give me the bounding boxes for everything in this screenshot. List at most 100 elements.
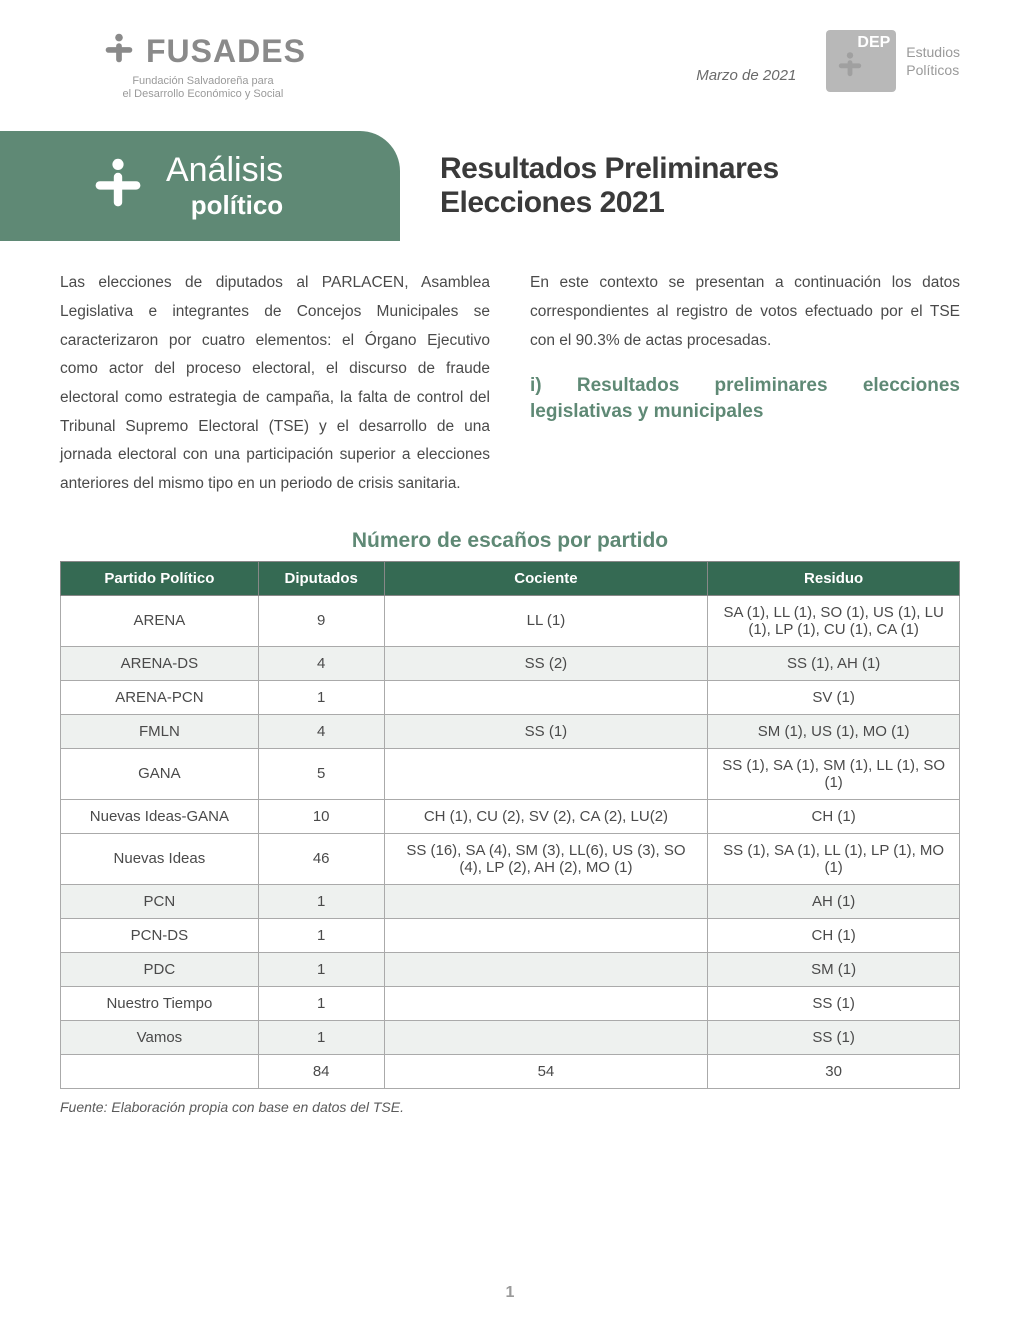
table-cell bbox=[61, 1054, 259, 1088]
fusades-logo-top: FUSADES bbox=[100, 30, 306, 73]
page-number: 1 bbox=[506, 1284, 515, 1302]
analysis-banner: Análisis político bbox=[0, 131, 400, 241]
table-cell: 46 bbox=[258, 833, 384, 884]
table-cell: SM (1), US (1), MO (1) bbox=[708, 714, 960, 748]
table-cell: SS (2) bbox=[384, 646, 708, 680]
table-row: FMLN4SS (1)SM (1), US (1), MO (1) bbox=[61, 714, 960, 748]
table-cell: SS (1) bbox=[708, 986, 960, 1020]
table-cell: SA (1), LL (1), SO (1), US (1), LU (1), … bbox=[708, 595, 960, 646]
table-cell: 1 bbox=[258, 952, 384, 986]
table-source: Fuente: Elaboración propia con base en d… bbox=[60, 1099, 960, 1115]
publication-date: Marzo de 2021 bbox=[696, 67, 796, 84]
table-cell: AH (1) bbox=[708, 884, 960, 918]
fusades-logo: FUSADES Fundación Salvadoreña para el De… bbox=[100, 30, 306, 101]
table-header-cell: Partido Político bbox=[61, 561, 259, 595]
table-header-cell: Residuo bbox=[708, 561, 960, 595]
table-row: PCN1 AH (1) bbox=[61, 884, 960, 918]
table-header-row: Partido PolíticoDiputadosCocienteResiduo bbox=[61, 561, 960, 595]
table-row: PDC1 SM (1) bbox=[61, 952, 960, 986]
table-cell: 54 bbox=[384, 1054, 708, 1088]
right-column: En este contexto se presentan a continua… bbox=[530, 269, 960, 498]
table-row: ARENA9LL (1)SA (1), LL (1), SO (1), US (… bbox=[61, 595, 960, 646]
table-cell: Vamos bbox=[61, 1020, 259, 1054]
table-cell: 4 bbox=[258, 646, 384, 680]
body-columns: Las elecciones de diputados al PARLACEN,… bbox=[60, 269, 960, 498]
table-cell: 1 bbox=[258, 884, 384, 918]
table-header-cell: Cociente bbox=[384, 561, 708, 595]
banner-text: Análisis político bbox=[166, 151, 283, 221]
dep-logo: DEP Estudios Políticos bbox=[826, 30, 960, 92]
table-cell: CH (1) bbox=[708, 918, 960, 952]
seats-table: Partido PolíticoDiputadosCocienteResiduo… bbox=[60, 561, 960, 1089]
table-cell bbox=[384, 952, 708, 986]
table-cell: SS (1), AH (1) bbox=[708, 646, 960, 680]
section-subheading: i) Resultados preliminares elecciones le… bbox=[530, 373, 960, 424]
table-row: Nuevas Ideas46SS (16), SA (4), SM (3), L… bbox=[61, 833, 960, 884]
table-cell: CH (1), CU (2), SV (2), CA (2), LU(2) bbox=[384, 799, 708, 833]
table-cell: 4 bbox=[258, 714, 384, 748]
banner-line2: político bbox=[166, 190, 283, 221]
banner-row: Análisis político Resultados Preliminare… bbox=[60, 131, 960, 241]
right-paragraph: En este contexto se presentan a continua… bbox=[530, 269, 960, 355]
table-row: GANA5SS (1), SA (1), SM (1), LL (1), SO … bbox=[61, 748, 960, 799]
table-header-cell: Diputados bbox=[258, 561, 384, 595]
table-row: 845430 bbox=[61, 1054, 960, 1088]
table-cell: ARENA-DS bbox=[61, 646, 259, 680]
dep-box: DEP bbox=[826, 30, 896, 92]
table-cell: ARENA bbox=[61, 595, 259, 646]
title-line2: Elecciones 2021 bbox=[440, 186, 664, 219]
table-cell: 30 bbox=[708, 1054, 960, 1088]
table-cell: 1 bbox=[258, 986, 384, 1020]
org-subtitle: Fundación Salvadoreña para el Desarrollo… bbox=[123, 75, 284, 101]
table-cell: Nuevas Ideas-GANA bbox=[61, 799, 259, 833]
table-cell: 1 bbox=[258, 680, 384, 714]
table-cell bbox=[384, 918, 708, 952]
table-row: ARENA-PCN1 SV (1) bbox=[61, 680, 960, 714]
table-cell: 84 bbox=[258, 1054, 384, 1088]
table-cell: ARENA-PCN bbox=[61, 680, 259, 714]
dep-side-text: Estudios Políticos bbox=[906, 43, 960, 79]
table-cell: SM (1) bbox=[708, 952, 960, 986]
org-sub-line1: Fundación Salvadoreña para bbox=[132, 75, 273, 87]
org-sub-line2: el Desarrollo Económico y Social bbox=[123, 88, 284, 100]
table-row: Vamos1SS (1) bbox=[61, 1020, 960, 1054]
main-title: Resultados Preliminares Elecciones 2021 bbox=[440, 152, 960, 221]
dep-side-line1: Estudios bbox=[906, 44, 960, 60]
table-cell: SV (1) bbox=[708, 680, 960, 714]
header-right: Marzo de 2021 DEP Estudios Políticos bbox=[696, 30, 960, 92]
table-cell bbox=[384, 748, 708, 799]
table-cell: Nuestro Tiempo bbox=[61, 986, 259, 1020]
table-cell: SS (1), SA (1), SM (1), LL (1), SO (1) bbox=[708, 748, 960, 799]
table-cell: SS (1) bbox=[384, 714, 708, 748]
table-cell: SS (1), SA (1), LL (1), LP (1), MO (1) bbox=[708, 833, 960, 884]
table-cell: Nuevas Ideas bbox=[61, 833, 259, 884]
title-block: Resultados Preliminares Elecciones 2021 bbox=[440, 131, 960, 241]
table-cell bbox=[384, 680, 708, 714]
table-title: Número de escaños por partido bbox=[60, 529, 960, 553]
table-cell: SS (16), SA (4), SM (3), LL(6), US (3), … bbox=[384, 833, 708, 884]
dep-icon bbox=[834, 49, 866, 86]
table-cell: CH (1) bbox=[708, 799, 960, 833]
table-cell: LL (1) bbox=[384, 595, 708, 646]
table-row: Nuevas Ideas-GANA10CH (1), CU (2), SV (2… bbox=[61, 799, 960, 833]
org-name: FUSADES bbox=[146, 33, 306, 70]
header: FUSADES Fundación Salvadoreña para el De… bbox=[60, 30, 960, 101]
table-cell: PCN-DS bbox=[61, 918, 259, 952]
table-cell: 1 bbox=[258, 918, 384, 952]
table-cell: 9 bbox=[258, 595, 384, 646]
table-cell: PDC bbox=[61, 952, 259, 986]
table-cell: FMLN bbox=[61, 714, 259, 748]
table-cell: 5 bbox=[258, 748, 384, 799]
banner-icon bbox=[90, 156, 146, 217]
table-cell: PCN bbox=[61, 884, 259, 918]
table-cell: SS (1) bbox=[708, 1020, 960, 1054]
table-row: ARENA-DS4SS (2)SS (1), AH (1) bbox=[61, 646, 960, 680]
table-row: PCN-DS1 CH (1) bbox=[61, 918, 960, 952]
left-paragraph: Las elecciones de diputados al PARLACEN,… bbox=[60, 269, 490, 498]
table-cell: 10 bbox=[258, 799, 384, 833]
fusades-icon bbox=[100, 30, 138, 73]
table-row: Nuestro Tiempo1 SS (1) bbox=[61, 986, 960, 1020]
title-line1: Resultados Preliminares bbox=[440, 152, 779, 185]
table-cell bbox=[384, 986, 708, 1020]
dep-side-line2: Políticos bbox=[906, 62, 959, 78]
